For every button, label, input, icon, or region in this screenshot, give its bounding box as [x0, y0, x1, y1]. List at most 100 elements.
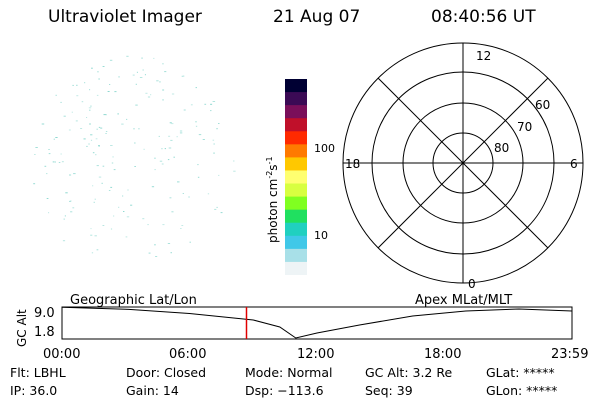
altitude-plot	[61, 306, 573, 340]
speckle-dot	[76, 95, 79, 97]
speckle-dot	[126, 55, 129, 57]
speckle-dot	[96, 165, 99, 167]
speckle-dot	[58, 162, 61, 163]
speckle-dot	[143, 148, 145, 150]
colorbar-units-label: photon cm-2s-1	[265, 156, 280, 243]
speckle-dot	[53, 138, 55, 140]
polar-label-60: 60	[535, 98, 550, 112]
speckle-dot	[138, 128, 140, 130]
status-door: Door: Closed	[126, 365, 207, 380]
speckle-dot	[159, 160, 163, 162]
status-ip: IP: 36.0	[10, 383, 58, 398]
speckle-dot	[71, 111, 73, 113]
speckle-dot	[83, 138, 86, 140]
geographic-caption: Geographic Lat/Lon	[70, 293, 197, 308]
status-mode: Mode: Normal	[245, 365, 333, 380]
speckle-dot	[95, 154, 97, 156]
speckle-dot	[154, 244, 156, 246]
colorbar-segment	[285, 222, 307, 237]
speckle-dot	[46, 198, 49, 199]
speckle-dot	[105, 133, 107, 134]
polar-label-80: 80	[494, 141, 509, 155]
speckle-dot	[122, 195, 124, 197]
colorbar-tick-100: 100	[314, 142, 335, 155]
speckle-dot	[189, 241, 191, 243]
speckle-dot	[96, 249, 99, 251]
status-dsp: Dsp: −113.6	[245, 383, 324, 398]
speckle-dot	[94, 235, 97, 237]
speckle-dot	[126, 118, 128, 120]
colorbar-segment	[285, 235, 307, 250]
colorbar-segment	[285, 131, 307, 145]
speckle-dot	[195, 87, 197, 89]
speckle-dot	[96, 94, 99, 96]
speckle-dot	[136, 71, 138, 73]
speckle-dot	[105, 114, 107, 116]
speckle-dot	[48, 149, 50, 150]
x-tick-1800: 18:00	[424, 347, 462, 362]
altitude-plot-frame	[61, 306, 573, 340]
speckle-dot	[91, 252, 94, 254]
polar-label-0: 0	[468, 277, 476, 291]
speckle-dot	[135, 104, 138, 106]
colorbar-segment	[285, 261, 307, 276]
speckle-dot	[182, 193, 184, 194]
polar-diagonal-2	[377, 77, 549, 249]
speckle-dot	[61, 161, 64, 163]
speckle-dot	[80, 128, 83, 129]
colorbar-segment	[285, 105, 307, 119]
speckle-dot	[154, 169, 156, 171]
svg-text:photon cm-2s-1: photon cm-2s-1	[265, 156, 280, 243]
speckle-dot	[64, 215, 66, 217]
speckle-dot	[158, 135, 160, 137]
speckle-dot	[76, 84, 78, 86]
speckle-dot	[162, 89, 165, 91]
speckle-dot	[188, 196, 190, 198]
polar-label-6: 6	[570, 157, 578, 171]
speckle-dot	[214, 208, 217, 210]
speckle-dot	[108, 190, 111, 191]
speckle-dot	[133, 128, 135, 130]
speckle-dot	[210, 103, 213, 105]
speckle-dot	[164, 71, 167, 73]
units-exp2: -1	[265, 156, 274, 164]
speckle-dot	[182, 75, 185, 77]
colorbar-segment	[285, 196, 307, 211]
speckle-dot	[100, 127, 103, 129]
speckle-dot	[60, 153, 62, 155]
speckle-dot	[62, 240, 66, 242]
speckle-dot	[63, 115, 66, 117]
speckle-dot	[162, 63, 164, 65]
speckle-dot	[94, 198, 96, 200]
speckle-dot	[73, 173, 76, 175]
speckle-dot	[98, 78, 100, 80]
speckle-dot	[46, 173, 48, 175]
speckle-dot	[134, 166, 136, 167]
status-seq: Seq: 39	[365, 383, 413, 398]
speckle-dot	[168, 135, 171, 137]
speckle-dot	[216, 206, 218, 208]
speckle-dot	[212, 101, 216, 102]
speckle-dot	[207, 193, 210, 195]
speckle-dot	[105, 131, 108, 132]
speckle-dot	[154, 157, 156, 159]
apex-caption: Apex MLat/MLT	[415, 293, 513, 308]
speckle-dot	[109, 59, 113, 61]
speckle-dot	[89, 89, 91, 91]
speckle-dot	[153, 57, 155, 59]
speckle-dot	[92, 152, 95, 154]
speckle-dot	[90, 139, 93, 141]
alt-ymin: 1.8	[34, 325, 55, 340]
speckle-dot	[112, 156, 114, 158]
speckle-dot	[55, 137, 58, 138]
units-text: photon cm	[266, 179, 280, 243]
speckle-dot	[173, 156, 175, 158]
speckle-dot	[72, 84, 74, 86]
speckle-dot	[95, 138, 98, 140]
speckle-dot	[161, 148, 163, 150]
speckle-dot	[233, 170, 236, 172]
speckle-dot	[212, 139, 215, 141]
speckle-dot	[93, 201, 95, 203]
colorbar-segment	[285, 144, 307, 158]
image-date: 21 Aug 07	[273, 7, 361, 27]
